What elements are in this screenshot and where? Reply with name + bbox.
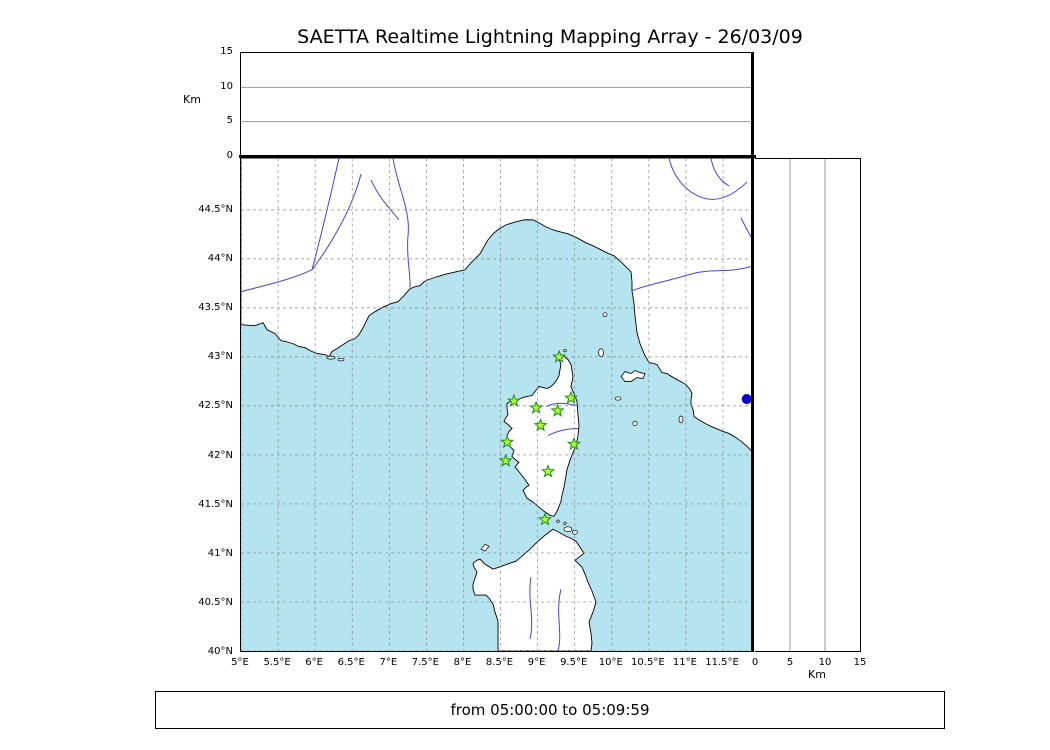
- coastline-mainland: [241, 158, 753, 454]
- altitude-latitude-panel: [755, 158, 861, 652]
- island-elba: [620, 370, 646, 382]
- station-star-marker: [506, 393, 521, 407]
- river-po-tributary-2: [710, 158, 730, 187]
- island-sardinia: [472, 528, 597, 651]
- lat-tick-label: 40°N: [207, 645, 233, 657]
- map-plot: [241, 158, 753, 651]
- station-star-marker: [550, 403, 565, 417]
- lat-tick-label: 43°N: [207, 351, 233, 363]
- lat-tick-label: 42.5°N: [198, 400, 233, 412]
- station-star-marker: [540, 464, 556, 478]
- island-giraglia: [563, 348, 567, 353]
- station-star-marker: [552, 349, 567, 363]
- lon-tick-label: 9.5°E: [560, 657, 588, 668]
- lat-tick-label: 44.5°N: [198, 203, 233, 215]
- lon-tick-label: 10°E: [598, 657, 623, 668]
- map-right-separator: [751, 52, 754, 652]
- island-maddalena: [563, 526, 573, 533]
- map-panel: [240, 158, 753, 652]
- station-star-marker: [537, 512, 553, 526]
- station-star-marker: [533, 418, 548, 432]
- altitude-latitude-plot: [789, 159, 826, 651]
- station-star-marker: [529, 400, 544, 414]
- island-port-cros: [337, 357, 345, 362]
- island-capraia: [598, 348, 604, 357]
- river-cedrino: [557, 589, 562, 651]
- time-range-text: from 05:00:00 to 05:09:59: [450, 701, 650, 719]
- map-top-separator: [239, 155, 756, 158]
- sensor-stations-layer: [498, 349, 582, 526]
- station-star-marker: [500, 434, 515, 449]
- island-cavallo: [563, 521, 567, 525]
- lon-tick-label: 11.5°E: [705, 657, 739, 668]
- km-tick-label: 5: [786, 657, 794, 668]
- island-pianosa: [614, 396, 622, 401]
- altitude-tick-label: 5: [226, 115, 233, 127]
- lon-tick-label: 6°E: [305, 657, 323, 668]
- lon-tick-label: 5.5°E: [263, 657, 291, 668]
- river-tirso: [529, 577, 533, 640]
- river-po-tributary-1: [668, 158, 748, 200]
- lat-tick-label: 41.5°N: [198, 498, 233, 510]
- river-tavignano: [547, 427, 579, 436]
- island-lavezzi: [556, 519, 560, 523]
- altitude-longitude-plot: [241, 86, 752, 123]
- lightning-source-dot: [741, 394, 752, 405]
- lon-tick-label: 11°E: [672, 657, 697, 668]
- lat-tick-label: 41°N: [207, 547, 233, 559]
- figure-title: SAETTA Realtime Lightning Mapping Array …: [297, 26, 803, 48]
- lon-tick-label: 7°E: [379, 657, 398, 668]
- station-star-marker: [563, 390, 579, 405]
- lon-tick-label: 9°E: [527, 657, 546, 668]
- lon-tick-label: 5°E: [231, 657, 249, 668]
- lon-tick-label: 8°E: [453, 657, 472, 668]
- lon-tick-label: 8.5°E: [485, 657, 514, 668]
- river-var: [392, 158, 411, 288]
- km-tick-label: 15: [853, 657, 867, 668]
- station-star-marker: [566, 436, 582, 451]
- lat-tick-label: 42°N: [207, 449, 233, 461]
- island-asinara: [480, 543, 490, 552]
- lat-tick-label: 40.5°N: [198, 596, 233, 608]
- river-var-tributary: [370, 179, 400, 221]
- lon-tick-label: 7.5°E: [411, 657, 439, 668]
- lat-tick-label: 43.5°N: [198, 302, 233, 314]
- island-montecristo: [632, 420, 638, 427]
- map-grid: [241, 158, 753, 651]
- island-giglio: [678, 415, 684, 424]
- lat-tick-label: 44°N: [207, 253, 233, 265]
- lightning-sources-layer: [741, 394, 752, 405]
- altitude-axis-unit-left: Km: [183, 93, 201, 106]
- lon-tick-label: 6.5°E: [337, 657, 365, 668]
- station-star-marker: [498, 453, 513, 467]
- river-arno: [631, 265, 753, 292]
- altitude-longitude-panel: [240, 52, 753, 156]
- altitude-tick-label: 0: [226, 150, 233, 161]
- km-tick-label: 10: [818, 657, 832, 668]
- km-tick-label: 0: [751, 657, 759, 668]
- time-range-box: from 05:00:00 to 05:09:59: [155, 691, 945, 729]
- island-gorgona: [602, 312, 608, 318]
- river-durance-tributary: [311, 173, 362, 271]
- island-corsica: [503, 355, 580, 517]
- lon-tick-label: 10.5°E: [631, 657, 665, 668]
- altitude-tick-label: 10: [220, 80, 233, 92]
- altitude-axis-unit-bottom: Km: [808, 668, 826, 681]
- altitude-tick-label: 15: [220, 46, 233, 57]
